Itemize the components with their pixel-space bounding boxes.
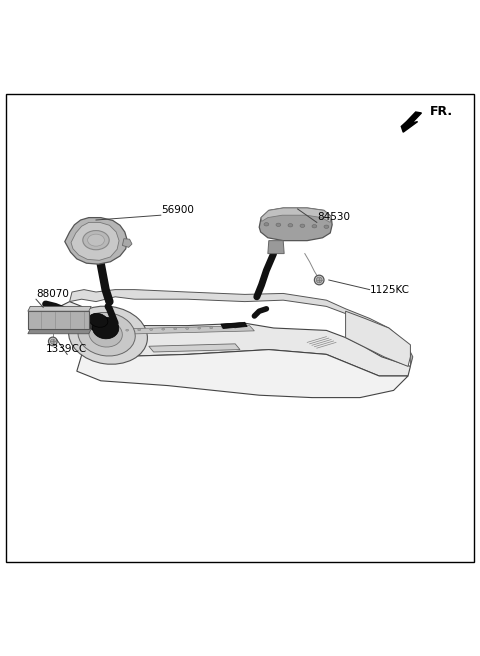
Polygon shape [401, 112, 421, 132]
Ellipse shape [89, 314, 108, 327]
Ellipse shape [264, 222, 269, 226]
Text: 1339CC: 1339CC [46, 344, 87, 354]
Polygon shape [71, 222, 119, 260]
Polygon shape [28, 306, 91, 311]
Polygon shape [70, 289, 413, 367]
Polygon shape [268, 241, 284, 254]
Polygon shape [60, 302, 410, 376]
Text: 84530: 84530 [317, 213, 350, 222]
Ellipse shape [316, 277, 322, 283]
Ellipse shape [186, 327, 189, 329]
Polygon shape [149, 344, 240, 352]
Ellipse shape [150, 329, 153, 331]
Ellipse shape [126, 329, 129, 331]
Ellipse shape [93, 318, 119, 338]
Polygon shape [259, 208, 332, 241]
Ellipse shape [78, 312, 135, 356]
Ellipse shape [83, 230, 109, 250]
Polygon shape [221, 322, 247, 329]
Polygon shape [77, 347, 408, 398]
Ellipse shape [138, 329, 141, 331]
Text: 1125KC: 1125KC [370, 285, 409, 295]
Polygon shape [65, 218, 127, 264]
Ellipse shape [288, 224, 293, 227]
Ellipse shape [276, 223, 281, 226]
Polygon shape [115, 325, 254, 335]
Text: 56900: 56900 [161, 205, 193, 215]
Ellipse shape [324, 225, 329, 228]
Ellipse shape [314, 276, 324, 285]
Polygon shape [261, 208, 331, 222]
Polygon shape [28, 329, 91, 334]
Ellipse shape [87, 234, 105, 246]
Ellipse shape [162, 328, 165, 330]
Ellipse shape [198, 327, 201, 329]
Text: FR.: FR. [430, 104, 453, 117]
Ellipse shape [312, 224, 317, 228]
Polygon shape [346, 311, 410, 367]
Ellipse shape [89, 321, 122, 347]
Ellipse shape [50, 339, 55, 344]
Ellipse shape [210, 327, 213, 329]
Ellipse shape [222, 327, 225, 329]
Text: 88070: 88070 [36, 289, 69, 299]
Polygon shape [28, 311, 89, 329]
Ellipse shape [300, 224, 305, 228]
Ellipse shape [48, 337, 57, 346]
Polygon shape [122, 239, 132, 247]
Ellipse shape [69, 306, 147, 364]
Ellipse shape [174, 328, 177, 330]
Ellipse shape [234, 326, 237, 328]
